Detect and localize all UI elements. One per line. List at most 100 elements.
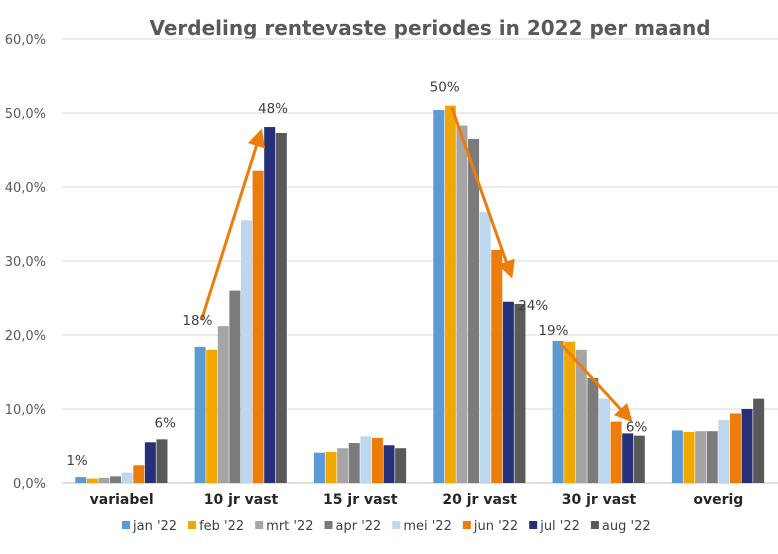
bar — [229, 290, 241, 483]
x-tick-label: overig — [693, 492, 743, 508]
bar — [514, 303, 526, 483]
legend-item: mrt '22 — [255, 519, 314, 534]
trend-arrow — [450, 106, 515, 279]
data-label: 6% — [626, 420, 648, 436]
chart-title: Verdeling rentevaste periodes in 2022 pe… — [149, 16, 710, 40]
legend: jan '22 feb '22 mrt '22 apr '22 mei '22 jun '… — [122, 519, 651, 534]
bar — [741, 409, 753, 483]
legend-swatch — [529, 521, 538, 529]
legend-item: apr '22 — [324, 519, 382, 534]
y-tick-label: 50,0% — [5, 107, 46, 122]
bar — [683, 431, 695, 483]
bar — [313, 452, 325, 483]
bar — [491, 249, 503, 483]
trend-arrows — [199, 106, 633, 423]
y-axis-ticks: 0,0% 10,0% 20,0% 30,0% 40,0% 50,0% 60,0% — [5, 33, 46, 492]
y-tick-label: 10,0% — [5, 403, 46, 418]
x-tick-label: 15 jr vast — [323, 492, 398, 508]
data-label: 19% — [538, 323, 568, 339]
legend-swatch — [462, 521, 471, 529]
bar — [575, 349, 587, 483]
bar — [622, 433, 634, 483]
legend-label: aug '22 — [602, 519, 651, 534]
x-tick-label: 20 jr vast — [442, 492, 517, 508]
bars — [75, 105, 765, 484]
data-label: 24% — [518, 298, 548, 314]
bar — [98, 477, 110, 483]
y-tick-label: 0,0% — [13, 477, 46, 492]
bar — [753, 398, 765, 483]
x-tick-label: 30 jr vast — [562, 492, 637, 508]
legend-swatch — [255, 521, 264, 529]
bar — [479, 212, 491, 483]
legend-item: jun '22 — [462, 519, 518, 534]
legend-swatch — [392, 521, 401, 529]
bar — [241, 220, 252, 484]
bar — [633, 435, 645, 483]
bar — [444, 105, 456, 483]
legend-swatch — [590, 521, 599, 529]
legend-item: jul '22 — [529, 519, 580, 534]
legend-label: jul '22 — [539, 519, 580, 534]
data-labels: 1% 6% 18% 48% 50% 24% 19% 6% — [66, 80, 647, 469]
bar — [264, 127, 276, 483]
bar — [348, 443, 360, 483]
x-axis-ticks: variabel 10 jr vast 15 jr vast 20 jr vast 30… — [90, 492, 744, 508]
bar — [86, 478, 98, 483]
bar — [133, 465, 145, 483]
data-label: 48% — [258, 101, 288, 117]
y-tick-label: 30,0% — [5, 255, 46, 270]
bar — [252, 170, 264, 483]
legend-swatch — [122, 521, 130, 529]
trend-arrow — [558, 341, 633, 423]
data-label: 1% — [66, 453, 88, 469]
y-tick-label: 60,0% — [5, 33, 46, 48]
data-label: 6% — [155, 415, 177, 431]
legend-item: aug '22 — [590, 519, 651, 534]
bar — [360, 436, 372, 483]
gridlines — [62, 38, 778, 484]
bar — [206, 349, 218, 483]
y-tick-label: 20,0% — [5, 329, 46, 344]
bar — [706, 431, 718, 483]
bar — [456, 125, 468, 483]
legend-label: mei '22 — [403, 519, 452, 534]
legend-label: feb '22 — [199, 519, 244, 534]
legend-swatch — [188, 521, 197, 529]
legend-item: mei '22 — [392, 519, 452, 534]
bar — [156, 439, 168, 483]
bar — [395, 448, 407, 483]
bar — [552, 340, 564, 483]
bar — [610, 421, 622, 483]
bar — [695, 431, 707, 483]
legend-swatch — [324, 521, 333, 529]
bar — [671, 430, 683, 483]
bar — [275, 132, 287, 484]
x-tick-label: variabel — [90, 492, 154, 508]
legend-label: mrt '22 — [266, 519, 313, 534]
legend-label: apr '22 — [336, 519, 382, 534]
x-tick-label: 10 jr vast — [204, 492, 279, 508]
bar — [371, 437, 383, 483]
bar — [194, 346, 206, 483]
bar — [121, 472, 133, 483]
bar — [502, 301, 514, 483]
bar — [337, 448, 349, 483]
bar — [718, 420, 730, 483]
bar — [75, 477, 87, 483]
legend-label: jan '22 — [132, 519, 177, 534]
legend-item: jan '22 — [122, 519, 177, 534]
bar — [325, 451, 337, 483]
bar — [217, 326, 229, 483]
bar — [144, 442, 156, 483]
data-label: 18% — [182, 313, 212, 329]
bar — [468, 138, 480, 483]
bar — [729, 413, 741, 483]
bar — [564, 341, 576, 483]
legend-label: jun '22 — [473, 519, 518, 534]
data-label: 50% — [430, 80, 460, 96]
bar — [110, 476, 122, 483]
bar — [383, 445, 395, 483]
trend-arrow — [199, 128, 266, 321]
